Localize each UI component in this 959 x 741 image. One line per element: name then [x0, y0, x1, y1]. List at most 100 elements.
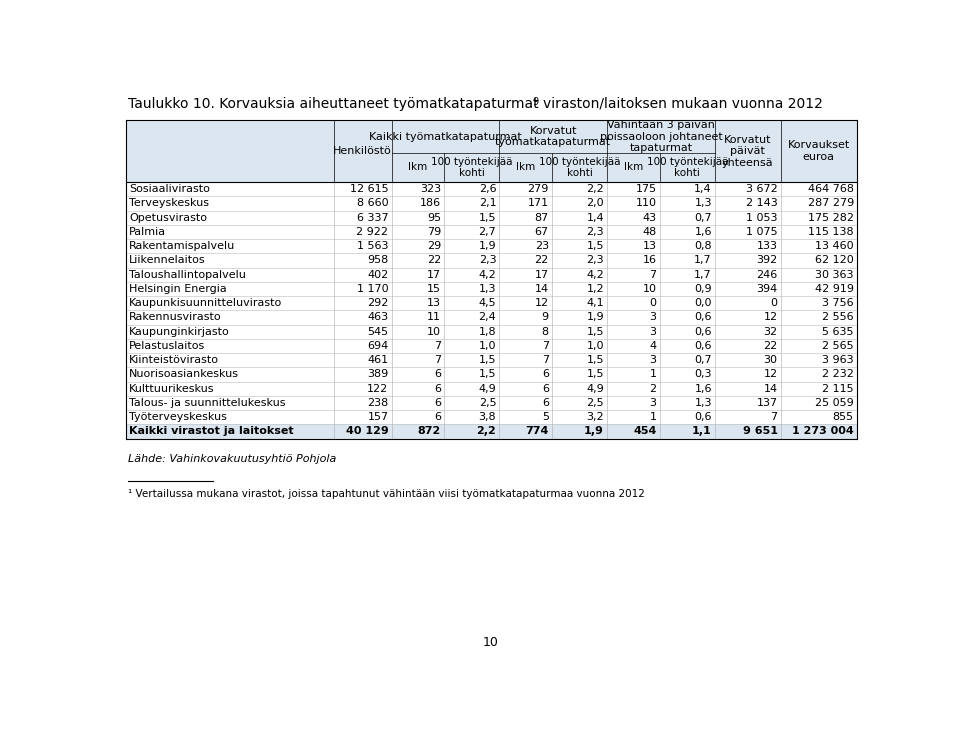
- Text: 48: 48: [643, 227, 657, 237]
- Text: Taulukko 10. Korvauksia aiheuttaneet työmatkatapaturmat viraston/laitoksen mukaa: Taulukko 10. Korvauksia aiheuttaneet työ…: [128, 87, 823, 100]
- Text: 6: 6: [542, 384, 549, 393]
- Text: Kiinteistövirasto: Kiinteistövirasto: [129, 355, 220, 365]
- Text: 872: 872: [418, 426, 441, 436]
- Text: 30: 30: [763, 355, 778, 365]
- Text: 1,5: 1,5: [587, 370, 604, 379]
- Text: 3 963: 3 963: [822, 355, 854, 365]
- Text: Kaikki virastot ja laitokset: Kaikki virastot ja laitokset: [129, 426, 293, 436]
- Text: 12: 12: [763, 313, 778, 322]
- Text: Pelastuslaitos: Pelastuslaitos: [129, 341, 205, 351]
- Text: 12 615: 12 615: [350, 185, 388, 194]
- Text: 2,6: 2,6: [479, 185, 496, 194]
- Text: 2,7: 2,7: [479, 227, 496, 237]
- Text: Liikennelaitos: Liikennelaitos: [129, 256, 206, 265]
- Text: 392: 392: [757, 256, 778, 265]
- Text: Korvatut
työmatkatapaturmat: Korvatut työmatkatapaturmat: [495, 126, 611, 147]
- Text: 0,0: 0,0: [694, 298, 712, 308]
- Text: 4,2: 4,2: [586, 270, 604, 279]
- Text: 389: 389: [367, 370, 388, 379]
- Text: 464 768: 464 768: [807, 185, 854, 194]
- Text: 1 170: 1 170: [357, 284, 388, 294]
- Bar: [126, 310, 857, 325]
- Text: 9: 9: [532, 96, 539, 107]
- Text: 17: 17: [535, 270, 549, 279]
- Text: 6: 6: [434, 370, 441, 379]
- Text: 3 672: 3 672: [746, 185, 778, 194]
- Text: 1 075: 1 075: [746, 227, 778, 237]
- Text: 13: 13: [643, 241, 657, 251]
- Text: 6: 6: [434, 412, 441, 422]
- Text: Kaikki työmatkatapaturmat: Kaikki työmatkatapaturmat: [369, 132, 522, 142]
- Text: 3,8: 3,8: [479, 412, 496, 422]
- Text: 5 635: 5 635: [822, 327, 854, 336]
- Text: ¹ Vertailussa mukana virastot, joissa tapahtunut vähintään viisi työmatkatapatur: ¹ Vertailussa mukana virastot, joissa ta…: [128, 488, 644, 499]
- Text: 2,1: 2,1: [479, 199, 496, 208]
- Text: 323: 323: [420, 185, 441, 194]
- Text: 186: 186: [420, 199, 441, 208]
- Text: 1,9: 1,9: [584, 426, 604, 436]
- Bar: [126, 182, 857, 196]
- Text: 2,5: 2,5: [479, 398, 496, 408]
- Text: 279: 279: [527, 185, 549, 194]
- Text: 1,6: 1,6: [694, 384, 712, 393]
- Text: Taloushallintopalvelu: Taloushallintopalvelu: [129, 270, 246, 279]
- Bar: [126, 225, 857, 239]
- Text: 13 460: 13 460: [815, 241, 854, 251]
- Text: 1,6: 1,6: [694, 227, 712, 237]
- Text: 1,5: 1,5: [479, 213, 496, 223]
- Text: 100 työntekijää
kohti: 100 työntekijää kohti: [539, 156, 620, 179]
- Text: 461: 461: [367, 355, 388, 365]
- Text: 4,1: 4,1: [587, 298, 604, 308]
- Text: 32: 32: [763, 327, 778, 336]
- Text: 10: 10: [643, 284, 657, 294]
- Text: 175: 175: [636, 185, 657, 194]
- Text: 1,0: 1,0: [479, 341, 496, 351]
- Text: 292: 292: [367, 298, 388, 308]
- Text: 8 660: 8 660: [357, 199, 388, 208]
- Bar: [126, 339, 857, 353]
- Text: Kaupunkisuunnitteluvirasto: Kaupunkisuunnitteluvirasto: [129, 298, 282, 308]
- Text: 95: 95: [427, 213, 441, 223]
- Text: 2 556: 2 556: [822, 313, 854, 322]
- Text: 2,2: 2,2: [477, 426, 496, 436]
- Text: 958: 958: [367, 256, 388, 265]
- Text: 2,5: 2,5: [587, 398, 604, 408]
- Text: 43: 43: [643, 213, 657, 223]
- Text: 1: 1: [649, 412, 657, 422]
- Text: 394: 394: [757, 284, 778, 294]
- Text: 2,3: 2,3: [479, 256, 496, 265]
- Text: 10: 10: [483, 636, 499, 648]
- Text: 0: 0: [771, 298, 778, 308]
- Text: 4,5: 4,5: [479, 298, 496, 308]
- Text: 1,0: 1,0: [587, 341, 604, 351]
- Text: 9: 9: [542, 313, 549, 322]
- Text: 1,8: 1,8: [479, 327, 496, 336]
- Text: lkm: lkm: [409, 162, 428, 173]
- Text: 0: 0: [649, 298, 657, 308]
- Text: 0,7: 0,7: [694, 355, 712, 365]
- Bar: [126, 410, 857, 425]
- Text: 1,5: 1,5: [479, 355, 496, 365]
- Text: 14: 14: [535, 284, 549, 294]
- Text: 0,3: 0,3: [694, 370, 712, 379]
- Text: Terveyskeskus: Terveyskeskus: [129, 199, 209, 208]
- Text: 9 651: 9 651: [742, 426, 778, 436]
- Text: 1,4: 1,4: [587, 213, 604, 223]
- Text: 87: 87: [534, 213, 549, 223]
- Bar: [126, 121, 857, 182]
- Text: 175 282: 175 282: [807, 213, 854, 223]
- Text: 6: 6: [542, 398, 549, 408]
- Text: 23: 23: [535, 241, 549, 251]
- Text: 110: 110: [636, 199, 657, 208]
- Text: 0,9: 0,9: [694, 284, 712, 294]
- Text: 0,8: 0,8: [694, 241, 712, 251]
- Text: 694: 694: [367, 341, 388, 351]
- Text: 2 143: 2 143: [746, 199, 778, 208]
- Text: 29: 29: [427, 241, 441, 251]
- Bar: [126, 368, 857, 382]
- Text: Rakennusvirasto: Rakennusvirasto: [129, 313, 222, 322]
- Text: 67: 67: [535, 227, 549, 237]
- Text: 1,1: 1,1: [692, 426, 712, 436]
- Text: 2 565: 2 565: [822, 341, 854, 351]
- Text: Työterveyskeskus: Työterveyskeskus: [129, 412, 227, 422]
